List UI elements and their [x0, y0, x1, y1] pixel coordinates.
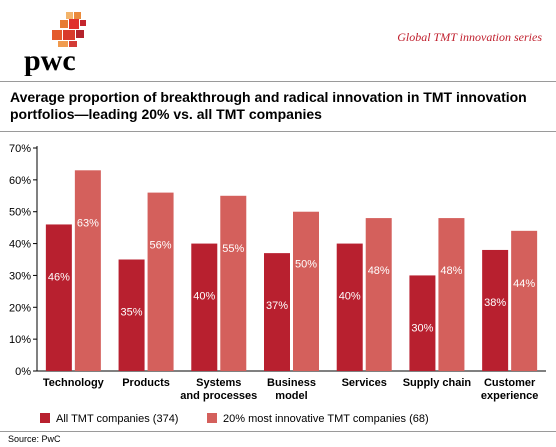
- bar-value-label: 37%: [266, 300, 288, 312]
- footer-divider: [0, 431, 556, 432]
- series-label: Global TMT innovation series: [397, 30, 542, 44]
- bar: [511, 230, 538, 371]
- chart-title: Average proportion of breakthrough and r…: [10, 89, 527, 122]
- y-tick-label: 10%: [9, 334, 31, 346]
- legend-label: 20% most innovative TMT companies (68): [223, 413, 429, 425]
- bar: [220, 195, 247, 371]
- bar-value-label: 56%: [150, 240, 172, 252]
- category-label: Customer experience: [481, 377, 538, 402]
- bar-value-label: 30%: [411, 322, 433, 334]
- bar-value-label: 38%: [484, 297, 506, 309]
- bar: [482, 249, 509, 371]
- bar: [293, 211, 319, 371]
- y-tick-label: 30%: [9, 270, 31, 282]
- y-tick-label: 0%: [15, 366, 31, 378]
- y-tick-label: 70%: [9, 143, 31, 155]
- bar: [365, 218, 392, 371]
- bar: [409, 275, 436, 371]
- bar-value-label: 50%: [295, 259, 317, 271]
- bar-value-label: 55%: [222, 243, 244, 255]
- source-note: Source: PwC: [8, 434, 61, 444]
- bar: [191, 243, 218, 371]
- bar-value-label: 40%: [193, 291, 215, 303]
- category-label: Business model: [267, 377, 316, 402]
- header-divider: [0, 81, 556, 82]
- bar-value-label: 44%: [513, 278, 535, 290]
- category-label: Products: [122, 377, 170, 389]
- title-divider: [0, 131, 556, 132]
- bar: [264, 253, 290, 371]
- pwc-logo: pwc: [24, 12, 86, 76]
- bar: [336, 243, 363, 371]
- y-tick-label: 40%: [9, 239, 31, 251]
- bar: [438, 218, 465, 371]
- category-label: Supply chain: [403, 377, 472, 389]
- y-tick-label: 60%: [9, 175, 31, 187]
- bar-value-label: 35%: [121, 307, 143, 319]
- category-label: Services: [342, 377, 387, 389]
- logo-wordmark: pwc: [24, 44, 76, 76]
- legend-swatch: [207, 413, 217, 423]
- bar: [118, 259, 145, 371]
- legend-swatch: [40, 413, 50, 423]
- bar: [74, 170, 101, 371]
- bar: [147, 192, 174, 371]
- y-tick-label: 20%: [9, 302, 31, 314]
- bar-value-label: 46%: [48, 271, 70, 283]
- category-label: Systems and processes: [180, 377, 257, 402]
- bar-value-label: 40%: [339, 291, 361, 303]
- bar: [45, 224, 72, 371]
- category-label: Technology: [43, 377, 105, 389]
- bar-value-label: 48%: [440, 265, 462, 277]
- bar-value-label: 48%: [368, 265, 390, 277]
- bar-value-label: 63%: [77, 217, 99, 229]
- y-tick-label: 50%: [9, 207, 31, 219]
- legend-label: All TMT companies (374): [56, 413, 178, 425]
- logo-mark-squares: [52, 12, 86, 47]
